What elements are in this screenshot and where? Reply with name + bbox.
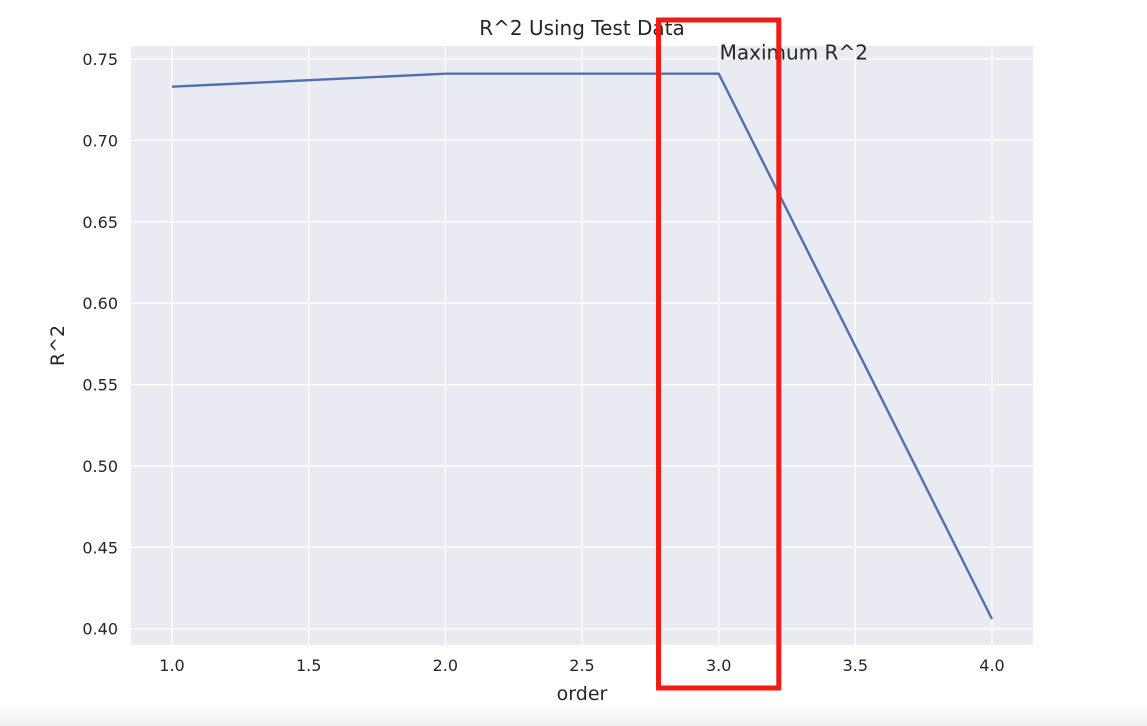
y-tick-label: 0.40 bbox=[82, 620, 118, 639]
y-tick-label: 0.50 bbox=[82, 457, 118, 476]
highlight-box bbox=[656, 17, 782, 691]
y-tick-label: 0.75 bbox=[82, 50, 118, 69]
chart-title: R^2 Using Test Data bbox=[479, 16, 685, 40]
y-axis-label: R^2 bbox=[47, 325, 69, 366]
bottom-strip bbox=[0, 706, 1147, 726]
maximum-annotation: Maximum R^2 bbox=[720, 41, 868, 65]
x-tick-label: 2.5 bbox=[569, 656, 594, 675]
x-tick-label: 3.0 bbox=[706, 656, 731, 675]
series-line-r2 bbox=[171, 72, 994, 620]
x-axis-label: order bbox=[557, 683, 608, 705]
x-tick-label: 1.5 bbox=[296, 656, 321, 675]
tick-labels: 1.0 1.5 2.0 2.5 3.0 3.5 4.0 0.40 0.45 0.50 0.55 0.6… bbox=[82, 50, 1004, 675]
y-tick-label: 0.60 bbox=[82, 294, 118, 313]
y-tick-label: 0.55 bbox=[82, 376, 118, 395]
x-tick-label: 1.0 bbox=[159, 656, 184, 675]
y-tick-label: 0.45 bbox=[82, 538, 118, 557]
y-tick-label: 0.65 bbox=[82, 213, 118, 232]
grid-lines bbox=[131, 46, 1033, 645]
y-tick-label: 0.70 bbox=[82, 131, 118, 150]
x-tick-label: 3.5 bbox=[843, 656, 868, 675]
x-tick-label: 2.0 bbox=[433, 656, 458, 675]
x-tick-label: 4.0 bbox=[979, 656, 1004, 675]
